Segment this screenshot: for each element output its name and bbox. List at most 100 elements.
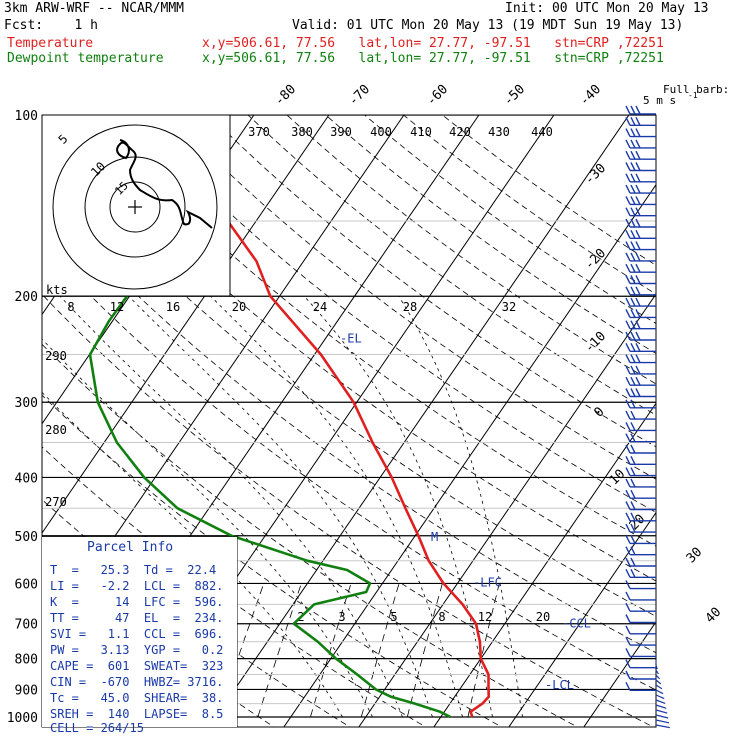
mixing-ratio-line: [257, 583, 302, 718]
legend-dewpoint: Dewpoint temperature: [7, 51, 164, 66]
isotherm-label: -40: [577, 82, 604, 109]
pressure-tick-label: 100: [15, 109, 38, 124]
pressure-tick-label: 500: [15, 530, 38, 545]
wind-barb-flag: [625, 105, 631, 115]
wind-barb-flag: [625, 286, 631, 296]
wind-barb-flag: [635, 116, 641, 126]
forecast-hour: Fcst: 1 h: [4, 18, 98, 33]
isotherm: [0, 115, 29, 729]
wind-barb-staff: [655, 689, 664, 695]
wind-barb-staff: [655, 714, 669, 719]
wind-barb-flag: [625, 512, 631, 522]
wind-barb-flag: [625, 297, 631, 307]
dry-adiabat: [170, 115, 656, 480]
wind-barb-flag: [630, 557, 636, 567]
wind-barb-flag: [630, 128, 636, 137]
wind-barb-flag: [630, 173, 636, 183]
mixing-ratio-label: 3: [338, 610, 345, 624]
dry-adiabat: [286, 115, 656, 385]
wind-barb-flag: [630, 263, 636, 273]
legend-temperature-location: x,y=506.61, 77.56 lat,lon= 27.77, -97.51…: [202, 36, 664, 51]
wind-barb-flag: [625, 444, 631, 454]
wind-barb-flag: [635, 105, 641, 115]
moist-adiabat: [128, 295, 433, 718]
wind-barb-flag: [625, 648, 631, 657]
wind-barb-flag: [635, 184, 641, 194]
theta-label: 420: [449, 125, 471, 139]
isotherm: [208, 115, 630, 727]
dry-adiabat: [442, 115, 656, 266]
theta-label: 440: [531, 125, 553, 139]
wind-barb-staff: [655, 704, 667, 709]
wind-barb-flag: [635, 162, 641, 171]
wind-barb-flag: [630, 365, 636, 375]
moist-adiabat: [59, 295, 403, 718]
hodograph-units: kts: [46, 283, 68, 297]
wind-barb-flag: [625, 162, 631, 171]
wind-barb-flag: [635, 286, 641, 296]
legend-dewpoint-location: x,y=506.61, 77.56 lat,lon= 27.77, -97.51…: [202, 51, 664, 66]
wind-barb-flag: [630, 523, 636, 533]
parcel-row: T = 25.3 Td = 22.4: [50, 563, 217, 577]
wind-barbs: [625, 105, 670, 729]
theta-label: 290: [45, 349, 67, 363]
hodograph-axis-label: 20: [232, 300, 246, 314]
hodograph-axis-label: 12: [110, 300, 124, 314]
wind-barb-flag: [630, 184, 636, 194]
isotherm-label: -70: [346, 82, 373, 109]
wind-barb-flag: [625, 399, 631, 409]
dry-adiabat: [364, 115, 656, 324]
wind-barb-flag: [630, 320, 636, 330]
wind-barb-flag: [625, 320, 631, 330]
wind-barb-flag: [630, 444, 636, 454]
wind-barb-flag: [635, 173, 641, 183]
wind-barb-flag: [630, 275, 636, 284]
theta-label: 410: [410, 125, 432, 139]
temperature-profile: [182, 114, 491, 718]
hodograph-axis-label: 16: [166, 300, 180, 314]
wind-barb-flag: [625, 241, 631, 250]
wind-barb-staff: [655, 724, 670, 729]
dry-adiabat: [403, 115, 656, 295]
wind-barb-flag: [635, 365, 641, 375]
parcel-row: SREH = 140 LAPSE= 8.5: [50, 707, 224, 721]
wind-barb-flag: [635, 320, 641, 330]
wind-barb-flag: [625, 433, 631, 443]
wind-barb-flag: [625, 546, 631, 556]
wind-barb-flag: [630, 218, 636, 228]
theta-label: 370: [248, 125, 270, 139]
wind-barb-flag: [625, 388, 631, 397]
hodograph-frame: [41, 114, 231, 297]
wind-barb-flag: [630, 297, 636, 307]
isotherm-label: -80: [272, 82, 299, 109]
wind-barb-flag: [635, 331, 641, 341]
isotherm-label: 0: [591, 404, 607, 420]
wind-barb-flag: [625, 196, 631, 205]
wind-barb-flag: [625, 116, 631, 126]
plot-frame: [41, 114, 657, 728]
pressure-tick-label: 1000: [7, 711, 38, 726]
wind-barb-flag: [625, 365, 631, 375]
wind-barb-flag: [630, 410, 636, 420]
wind-barb-flag: [635, 241, 641, 250]
hodograph-axis-label: 8: [67, 300, 74, 314]
init-time: Init: 00 UTC Mon 20 May 13: [505, 1, 709, 16]
wind-barb-flag: [625, 252, 631, 262]
wind-barb-flag: [635, 388, 641, 397]
wind-barb-flag: [625, 139, 631, 149]
pressure-tick-label: 800: [15, 653, 38, 668]
wind-barb-flag: [630, 501, 636, 510]
isotherm-label: 40: [703, 605, 725, 627]
wind-barb-flag: [630, 535, 636, 544]
wind-barb-flag: [625, 128, 631, 137]
wind-barb-flag: [625, 602, 631, 612]
moist-adiabat: [304, 295, 493, 718]
wind-barb-flag: [635, 342, 641, 352]
wind-barb-staff: [655, 719, 670, 724]
theta-label: 400: [370, 125, 392, 139]
wind-barb-flag: [625, 523, 631, 533]
wind-barb-flag: [630, 309, 636, 318]
wind-barb-flag: [625, 489, 631, 499]
wind-barb-flag: [635, 139, 641, 149]
mixing-ratio-label: 8: [438, 610, 445, 624]
